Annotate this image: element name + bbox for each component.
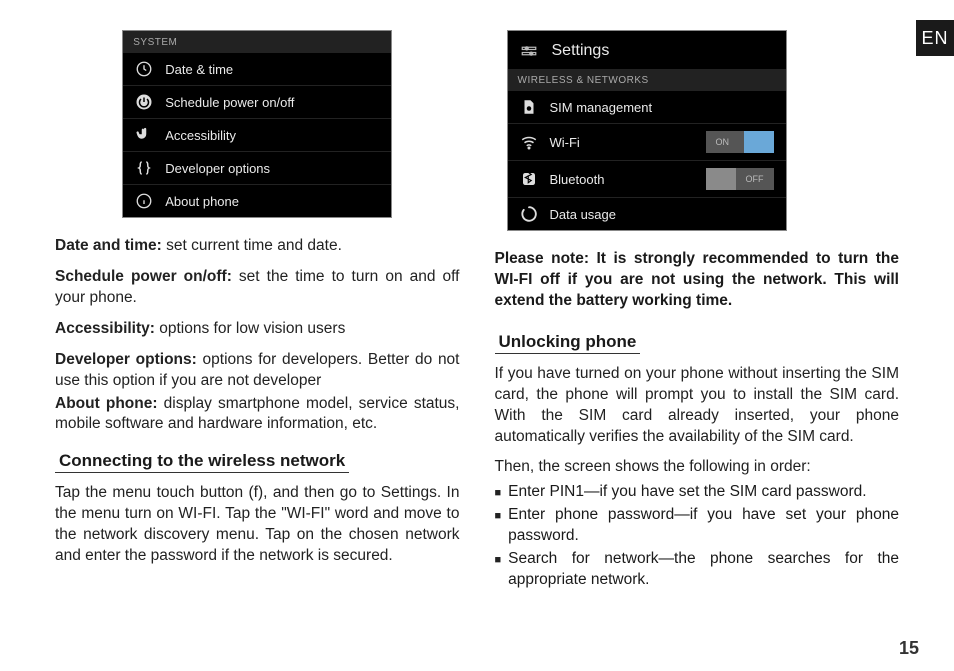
setting-label: Accessibility xyxy=(165,128,236,143)
wifi-icon xyxy=(520,133,538,151)
setting-row-developer[interactable]: Developer options xyxy=(123,151,391,184)
list-item: Enter phone password—if you have set you… xyxy=(495,505,900,547)
toggle-off-label: OFF xyxy=(746,174,764,184)
setting-label: Schedule power on/off xyxy=(165,95,294,110)
right-column: Settings WIRELESS & NETWORKS SIM managem… xyxy=(495,30,900,651)
setting-row-date-time[interactable]: Date & time xyxy=(123,52,391,85)
para-schedule: Schedule power on/off: set the time to t… xyxy=(55,267,460,309)
wifi-toggle[interactable]: ON xyxy=(706,131,774,153)
left-column: SYSTEM Date & time Schedule power on/off… xyxy=(55,30,460,651)
app-title: Settings xyxy=(552,42,610,60)
settings-app-bar: Settings xyxy=(508,31,786,69)
toggle-knob xyxy=(706,168,736,190)
heading-connecting-wireless: Connecting to the wireless network xyxy=(55,451,349,473)
setting-row-accessibility[interactable]: Accessibility xyxy=(123,118,391,151)
system-settings-screenshot: SYSTEM Date & time Schedule power on/off… xyxy=(122,30,392,218)
setting-label: SIM management xyxy=(550,100,653,115)
list-item: Enter PIN1—if you have set the SIM card … xyxy=(495,482,900,503)
setting-row-wifi[interactable]: Wi-Fi ON xyxy=(508,123,786,160)
language-tab: EN xyxy=(916,20,954,56)
setting-row-bluetooth[interactable]: Bluetooth OFF xyxy=(508,160,786,197)
toggle-on-label: ON xyxy=(716,137,730,147)
para-accessibility: Accessibility: options for low vision us… xyxy=(55,319,460,340)
setting-label: Date & time xyxy=(165,62,233,77)
heading-unlocking-phone: Unlocking phone xyxy=(495,332,641,354)
unlock-steps-list: Enter PIN1—if you have set the SIM card … xyxy=(495,482,900,593)
setting-label: About phone xyxy=(165,194,239,209)
clock-icon xyxy=(135,60,153,78)
settings-icon xyxy=(518,40,540,62)
para-then-screen: Then, the screen shows the following in … xyxy=(495,457,900,478)
wireless-settings-screenshot: Settings WIRELESS & NETWORKS SIM managem… xyxy=(507,30,787,231)
setting-row-data-usage[interactable]: Data usage xyxy=(508,197,786,230)
para-about: About phone: display smartphone model, s… xyxy=(55,394,460,436)
setting-row-about-phone[interactable]: About phone xyxy=(123,184,391,217)
hand-icon xyxy=(135,126,153,144)
setting-label: Developer options xyxy=(165,161,270,176)
setting-row-schedule-power[interactable]: Schedule power on/off xyxy=(123,85,391,118)
power-clock-icon xyxy=(135,93,153,111)
bluetooth-toggle[interactable]: OFF xyxy=(706,168,774,190)
setting-row-sim[interactable]: SIM management xyxy=(508,90,786,123)
toggle-knob xyxy=(744,131,774,153)
braces-icon xyxy=(135,159,153,177)
section-label-system: SYSTEM xyxy=(123,31,391,52)
data-usage-icon xyxy=(520,205,538,223)
para-unlocking: If you have turned on your phone without… xyxy=(495,364,900,448)
section-label-wireless: WIRELESS & NETWORKS xyxy=(508,69,786,90)
para-date-time: Date and time: set current time and date… xyxy=(55,236,460,257)
info-icon xyxy=(135,192,153,210)
sim-icon xyxy=(520,98,538,116)
page-number: 15 xyxy=(899,638,919,659)
list-item: Search for network—the phone searches fo… xyxy=(495,549,900,591)
para-connecting: Tap the menu touch button (f), and then … xyxy=(55,483,460,567)
para-developer: Developer options: options for developer… xyxy=(55,350,460,392)
bluetooth-icon xyxy=(520,170,538,188)
setting-label: Data usage xyxy=(550,207,617,222)
setting-label: Bluetooth xyxy=(550,172,605,187)
wifi-note: Please note: It is strongly recommended … xyxy=(495,249,900,312)
setting-label: Wi-Fi xyxy=(550,135,580,150)
